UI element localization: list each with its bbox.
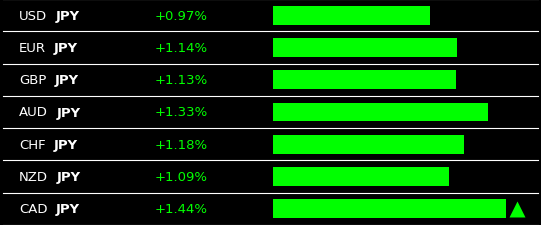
- Bar: [273, 7, 430, 25]
- Text: +0.97%: +0.97%: [154, 10, 207, 22]
- Text: USD: USD: [19, 10, 47, 22]
- Text: EUR: EUR: [19, 42, 46, 55]
- Text: JPY: JPY: [54, 42, 78, 55]
- Text: CHF: CHF: [19, 138, 45, 151]
- Bar: [273, 135, 464, 154]
- Bar: [273, 71, 456, 90]
- Text: +1.18%: +1.18%: [154, 138, 207, 151]
- Text: AUD: AUD: [19, 106, 48, 119]
- Text: +1.44%: +1.44%: [154, 202, 207, 215]
- Bar: [273, 167, 449, 186]
- Text: NZD: NZD: [19, 170, 48, 183]
- Text: JPY: JPY: [56, 170, 81, 183]
- Text: +1.14%: +1.14%: [154, 42, 207, 55]
- Bar: [273, 39, 457, 58]
- Text: JPY: JPY: [55, 10, 80, 22]
- Text: JPY: JPY: [56, 202, 80, 215]
- Text: +1.33%: +1.33%: [154, 106, 207, 119]
- Text: +1.13%: +1.13%: [154, 74, 207, 87]
- Text: JPY: JPY: [54, 138, 77, 151]
- Text: +1.09%: +1.09%: [154, 170, 207, 183]
- Text: JPY: JPY: [54, 74, 78, 87]
- Bar: [273, 103, 488, 122]
- Bar: [273, 200, 506, 218]
- Text: JPY: JPY: [56, 106, 80, 119]
- Text: CAD: CAD: [19, 202, 48, 215]
- Text: GBP: GBP: [19, 74, 47, 87]
